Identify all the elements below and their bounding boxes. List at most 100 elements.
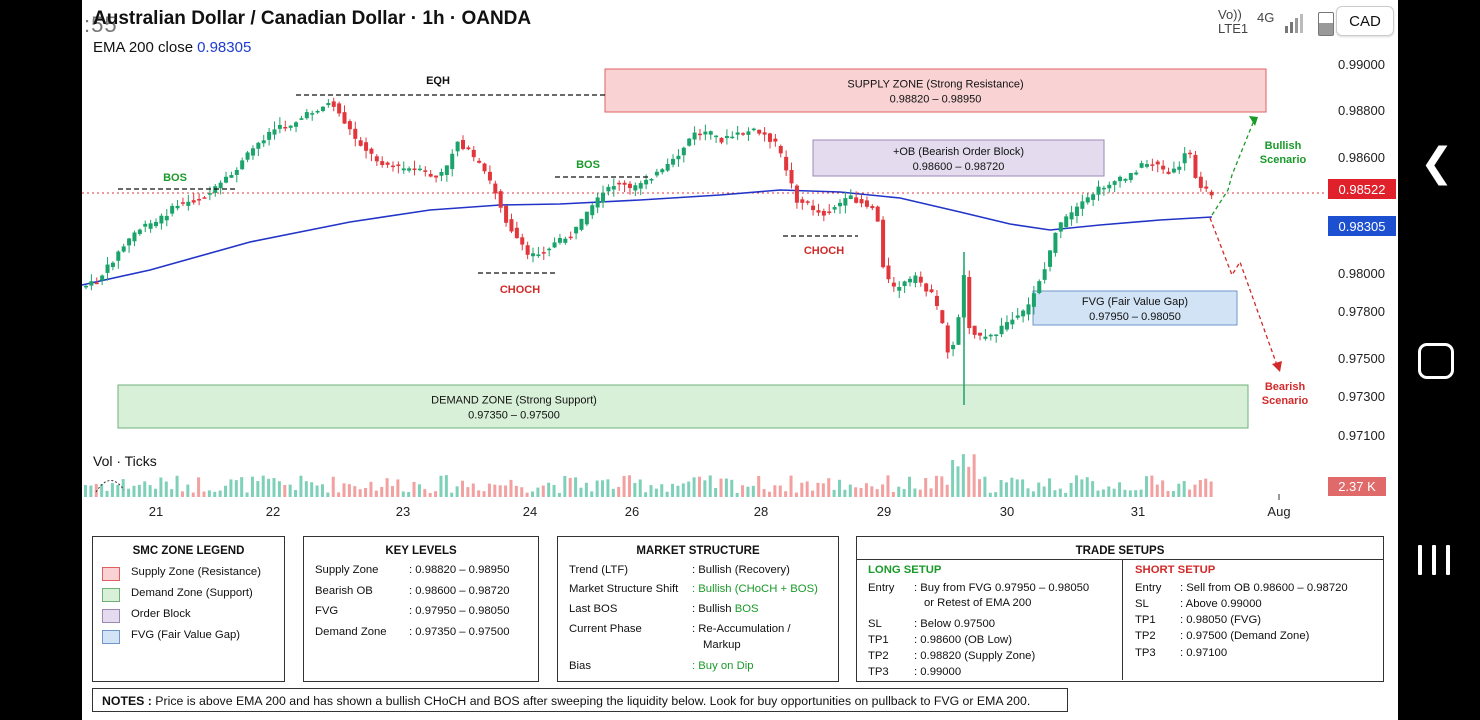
- candle-body: [1074, 206, 1079, 217]
- legend-item-label: Supply Zone (Resistance): [131, 566, 261, 578]
- volume-bar: [1037, 482, 1041, 497]
- last-price-tag: [1328, 179, 1396, 199]
- bearish-ob-range: 0.98600 – 0.98720: [913, 161, 1005, 173]
- currency-button[interactable]: CAD: [1336, 6, 1394, 36]
- volume-bar: [1139, 489, 1143, 497]
- ema-price-tag: [1328, 216, 1396, 236]
- x-tick-label: 23: [396, 504, 410, 519]
- volume-bar: [886, 475, 890, 497]
- volume-bar: [207, 490, 211, 497]
- volume-bar: [956, 466, 960, 497]
- volume-bar: [434, 491, 438, 497]
- candle-body: [1139, 163, 1144, 168]
- volume-bar: [164, 481, 168, 497]
- legend-swatch: [102, 567, 120, 581]
- volume-bar: [1171, 491, 1175, 497]
- market-structure-key: Trend (LTF): [569, 564, 628, 576]
- candle-body: [762, 132, 767, 135]
- candle-body: [778, 145, 783, 154]
- x-tick-label: 22: [266, 504, 280, 519]
- candle-body: [439, 171, 444, 176]
- back-nav-icon[interactable]: ❮: [1420, 141, 1454, 185]
- bos-label: BOS: [576, 159, 600, 171]
- volume-tag-text: 2.37 K: [1338, 479, 1376, 494]
- notes-bar: NOTES : Price is above EMA 200 and has s…: [92, 688, 1068, 712]
- candle-body: [676, 155, 681, 160]
- long-setup-value: : 0.98600 (OB Low): [914, 634, 1012, 646]
- candle-body: [310, 113, 315, 115]
- candle-body: [94, 282, 99, 285]
- y-tick-label: 0.97300: [1338, 389, 1385, 404]
- candle-body: [1177, 166, 1182, 170]
- candle-body: [1107, 184, 1112, 189]
- volume-bar: [525, 492, 529, 497]
- candle-body: [859, 199, 864, 204]
- candle-body: [999, 325, 1004, 335]
- volume-bar: [590, 491, 594, 497]
- volume-bar: [584, 482, 588, 497]
- volume-bar: [471, 483, 475, 497]
- candle-body: [504, 205, 509, 223]
- candle-body: [956, 317, 961, 345]
- trade-setups-panel: TRADE SETUPS LONG SETUP Entry: Buy from F…: [856, 536, 1384, 682]
- volume-bar: [320, 484, 324, 497]
- recents-nav-icon[interactable]: [1416, 545, 1452, 575]
- volume-bar: [1144, 476, 1148, 497]
- short-setup-value: : 0.97500 (Demand Zone): [1180, 630, 1310, 642]
- volume-bar: [864, 483, 868, 497]
- volume-bar: [972, 454, 976, 497]
- candle-body: [644, 179, 649, 185]
- candle-body: [563, 238, 568, 243]
- volume-bar: [170, 489, 174, 497]
- volume-bar: [261, 475, 265, 497]
- status-time: :55: [84, 12, 118, 37]
- candle-body: [267, 131, 272, 140]
- candle-body: [197, 198, 202, 201]
- candle-body: [601, 192, 606, 203]
- candle-body: [407, 168, 412, 171]
- candle-body: [390, 165, 395, 168]
- bearish-ob-label: +OB (Bearish Order Block): [893, 146, 1024, 158]
- home-nav-icon[interactable]: [1418, 343, 1454, 379]
- candle-body: [568, 236, 573, 239]
- candle-body: [444, 165, 449, 176]
- volume-bar: [396, 479, 400, 497]
- volume-bar: [536, 487, 540, 497]
- volume-bar: [557, 492, 561, 497]
- volume-bar: [428, 492, 432, 497]
- volume-bar: [299, 475, 303, 497]
- legend-item-label: Demand Zone (Support): [131, 587, 253, 599]
- long-setup-value: : 0.99000: [914, 666, 962, 678]
- candle-body: [364, 142, 369, 151]
- volume-bar: [132, 485, 136, 497]
- candle-body: [455, 141, 460, 152]
- candle-body: [1015, 315, 1020, 318]
- volume-bar: [800, 482, 804, 497]
- candle-body: [1021, 310, 1026, 317]
- candle-body: [315, 110, 320, 113]
- volume-bar: [999, 480, 1003, 497]
- candle-body: [1058, 222, 1063, 232]
- candle-body: [627, 183, 632, 189]
- legend-title: SMC ZONE LEGEND: [132, 545, 245, 557]
- candle-body: [423, 170, 428, 172]
- volume-bar: [681, 483, 685, 497]
- candle-body: [735, 132, 740, 135]
- candle-body: [800, 199, 805, 203]
- candle-body: [1112, 181, 1117, 185]
- key-levels-panel: KEY LEVELS Supply Zone: 0.98820 – 0.9895…: [303, 536, 539, 682]
- volume-bar: [767, 491, 771, 497]
- volume-bar: [466, 487, 470, 497]
- candle-body: [784, 156, 789, 171]
- candle-body: [261, 140, 266, 144]
- ema-label: EMA 200 close: [93, 39, 194, 56]
- volume-bar: [547, 482, 551, 497]
- candle-body: [1037, 281, 1042, 294]
- volume-bar: [137, 484, 141, 497]
- candle-body: [547, 248, 552, 251]
- volume-bar: [116, 484, 120, 497]
- candle-body: [881, 219, 886, 268]
- candle-body: [487, 171, 492, 181]
- volume-bar: [805, 481, 809, 497]
